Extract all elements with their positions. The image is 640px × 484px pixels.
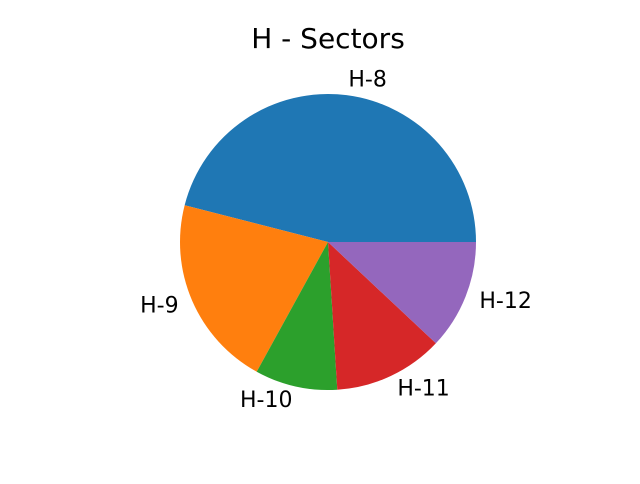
pie-label-h-10: H-10 <box>240 388 292 413</box>
pie-label-h-12: H-12 <box>479 289 531 314</box>
pie-slice-h-12 <box>328 242 476 344</box>
pie-label-h-8: H-8 <box>348 67 386 92</box>
pie-slice-h-9 <box>180 205 328 372</box>
pie-slice-h-8 <box>184 93 477 242</box>
chart-title: H - Sectors <box>251 22 405 55</box>
pie-slices <box>180 93 477 391</box>
pie-label-h-11: H-11 <box>397 376 449 401</box>
pie-label-h-9: H-9 <box>140 294 178 319</box>
pie-slice-h-11 <box>328 242 436 390</box>
pie-slice-h-10 <box>256 242 338 391</box>
pie-labels: H-8 H-9 H-10 H-11 H-12 <box>140 67 532 412</box>
